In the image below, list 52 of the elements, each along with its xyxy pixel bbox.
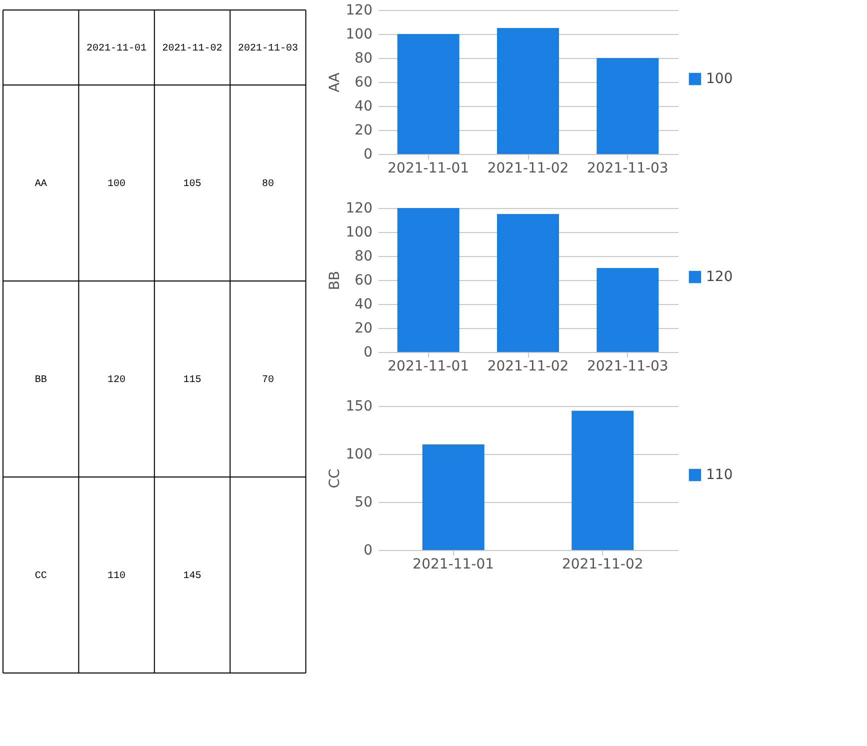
legend-label: 100 (706, 71, 733, 87)
y-tick-label: BB (34, 375, 47, 386)
x-tick-label: 2021-11-02 (487, 358, 569, 374)
bar (596, 58, 659, 154)
data-label: 100 (108, 179, 126, 190)
y-tick-label: 80 (354, 248, 372, 264)
bar (497, 28, 559, 154)
x-tick-label: 2021-11-02 (562, 556, 644, 572)
y-tick-label: 80 (354, 50, 372, 66)
y-tick-label: 0 (364, 344, 372, 360)
bar (397, 34, 460, 154)
data-label: 110 (108, 571, 126, 582)
y-axis-title: BB (326, 270, 343, 290)
y-tick-label: 20 (354, 122, 372, 138)
data-label: 120 (108, 375, 126, 386)
y-tick-label: 0 (364, 542, 372, 558)
y-tick-label: 120 (346, 2, 372, 18)
x-tick-label: 2021-11-02 (162, 44, 222, 54)
x-tick-label: 2021-11-01 (388, 160, 470, 176)
data-label: 115 (183, 375, 202, 386)
x-tick-label: 2021-11-03 (586, 358, 668, 374)
y-axis-title: CC (326, 468, 343, 488)
data-label: 70 (262, 375, 274, 386)
y-axis-title: AA (326, 72, 343, 92)
x-tick-label: 2021-11-02 (487, 160, 569, 176)
data-label: 105 (183, 179, 202, 190)
y-tick-label: AA (34, 179, 47, 190)
y-tick-label: 50 (354, 494, 372, 510)
y-tick-label: 100 (346, 26, 372, 42)
y-tick-label: 40 (354, 296, 372, 312)
y-tick-label: 40 (354, 98, 372, 114)
y-tick-label: 100 (346, 446, 372, 462)
x-tick-label: 2021-11-03 (238, 44, 298, 54)
y-tick-label: 0 (364, 146, 372, 162)
bar (596, 268, 659, 352)
x-tick-label: 2021-11-01 (388, 358, 470, 374)
y-tick-label: 60 (354, 74, 372, 90)
x-tick-label: 2021-11-01 (86, 44, 147, 54)
bar (497, 214, 559, 352)
data-label: 80 (262, 179, 274, 190)
y-tick-label: 150 (346, 398, 372, 414)
x-tick-label: 2021-11-03 (586, 160, 668, 176)
y-tick-label: 100 (346, 224, 372, 240)
y-tick-label: 120 (346, 200, 372, 216)
x-tick-label: 2021-11-01 (412, 556, 494, 572)
y-tick-label: 60 (354, 272, 372, 288)
legend-label: 110 (706, 467, 733, 483)
data-label: 145 (183, 571, 202, 582)
legend-label: 120 (706, 269, 733, 285)
bar (397, 208, 460, 352)
y-tick-label: 20 (354, 320, 372, 336)
y-tick-label: CC (34, 571, 47, 582)
